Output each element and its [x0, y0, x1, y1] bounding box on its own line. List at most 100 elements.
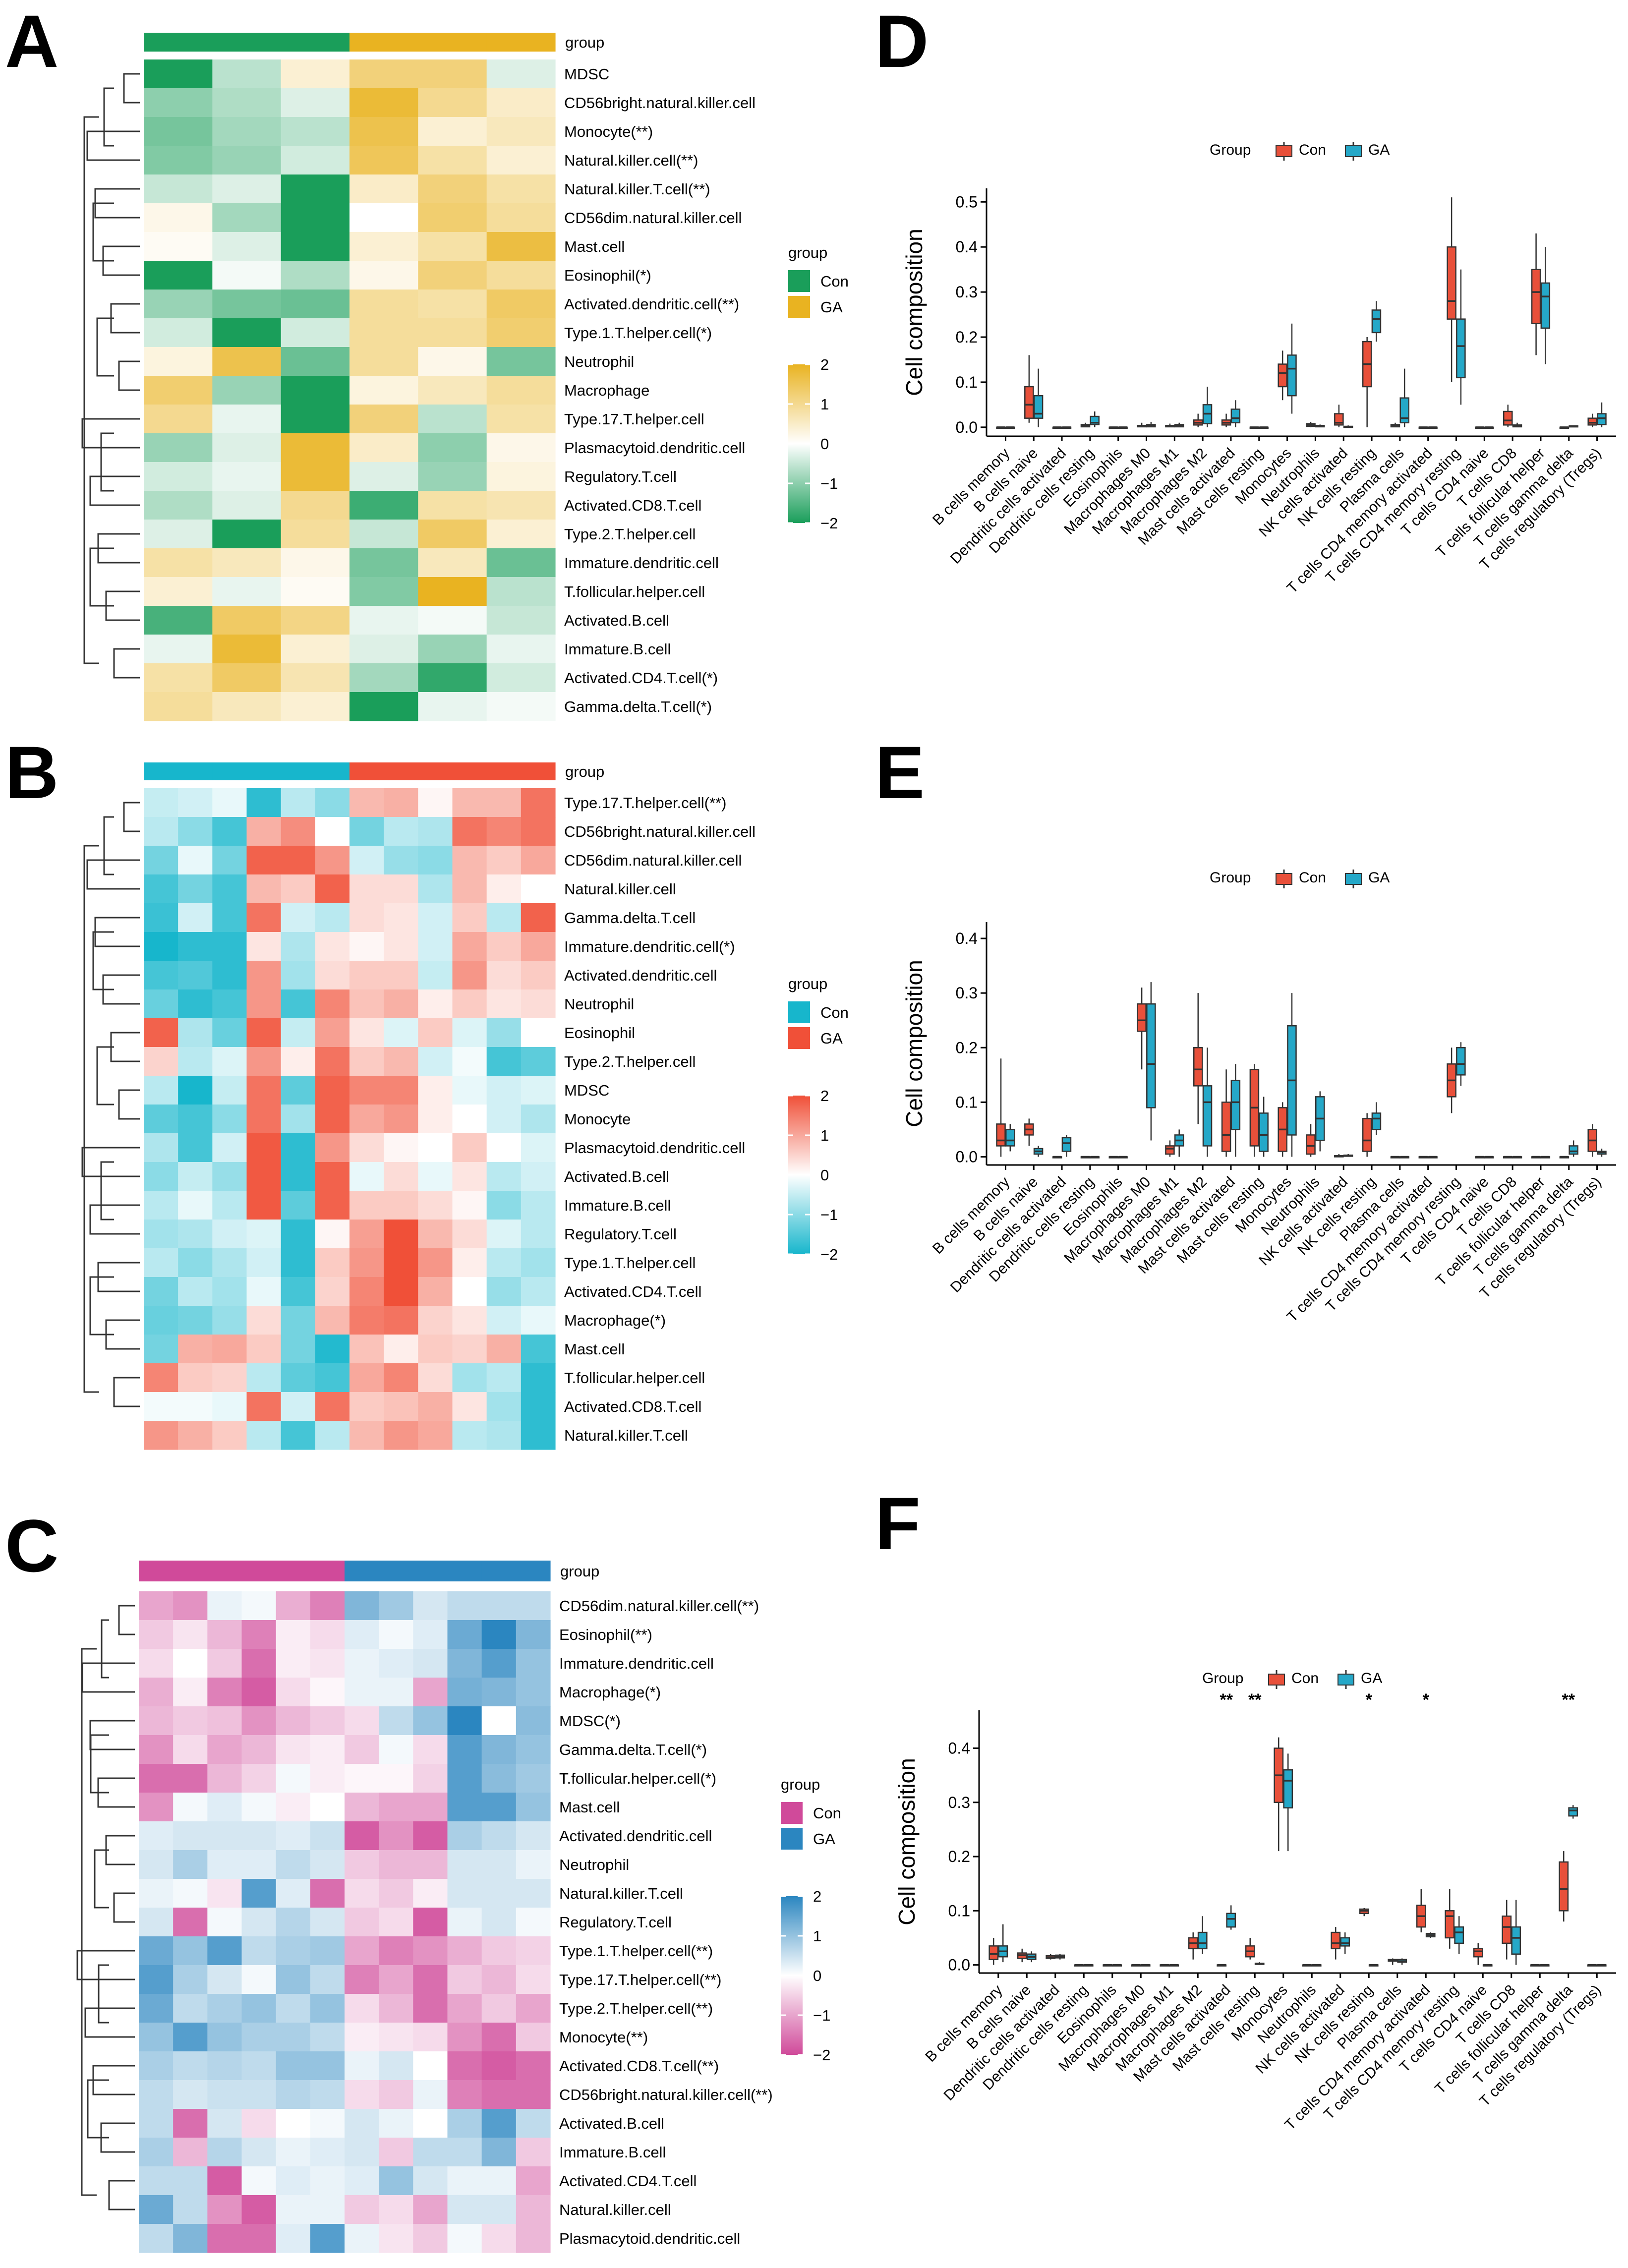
- box-con: [1362, 1113, 1372, 1157]
- heatmap-cell: [418, 1220, 453, 1249]
- colorbar-tick-label: −2: [820, 1246, 838, 1263]
- box-con: [1221, 1069, 1231, 1157]
- heatmap-cell: [384, 1018, 418, 1047]
- row-label: Immature.dendritic.cell(*): [564, 938, 735, 955]
- y-tick-label: 0.2: [956, 328, 978, 346]
- heatmap-cell: [379, 2138, 413, 2167]
- y-tick-label: 0.0: [956, 418, 978, 436]
- heatmap-cell: [144, 788, 178, 817]
- dendrogram-branch: [123, 73, 140, 104]
- box-ga: [1140, 1964, 1151, 1967]
- heatmap-cell: [144, 1162, 178, 1191]
- heatmap-cell: [486, 1191, 522, 1220]
- row-label: Macrophage(*): [564, 1312, 666, 1329]
- heatmap-cell: [315, 1018, 350, 1047]
- dendrogram-branch: [96, 1046, 114, 1105]
- box-ga: [1197, 1916, 1208, 1954]
- heatmap-cell: [345, 1821, 379, 1851]
- dendrogram-branch: [89, 1204, 140, 1235]
- row-label: Monocyte(**): [559, 2029, 648, 2046]
- row-label: Natural.killer.cell: [564, 880, 676, 898]
- heatmap-cell: [418, 1363, 453, 1393]
- heatmap-cell: [345, 2224, 379, 2253]
- heatmap-cell: [281, 174, 350, 204]
- heatmap-cell: [281, 290, 350, 319]
- legend-title: group: [788, 244, 827, 261]
- box-con: [1108, 426, 1119, 429]
- heatmap-cell: [144, 59, 213, 89]
- heatmap-cell: [521, 1162, 556, 1191]
- heatmap-cell: [379, 2195, 413, 2224]
- heatmap-cell: [212, 88, 282, 117]
- heatmap-cell: [173, 2166, 208, 2196]
- heatmap-cell: [486, 1105, 522, 1134]
- box-ga: [1118, 1156, 1128, 1159]
- box-body: [1230, 408, 1241, 423]
- heatmap-cell: [207, 1850, 242, 1879]
- group-bar-cell: [246, 762, 282, 780]
- box-body: [1445, 1910, 1455, 1939]
- box-con: [1475, 426, 1485, 429]
- heatmap-cell: [349, 1392, 384, 1421]
- heatmap-cell: [310, 2138, 345, 2167]
- heatmap-cell: [246, 1248, 282, 1278]
- heatmap-cell: [281, 1133, 316, 1163]
- heatmap-cell: [521, 874, 556, 904]
- heatmap-cell: [212, 203, 282, 233]
- dendrogram-branch: [83, 845, 99, 1393]
- box-con: [1559, 1851, 1569, 1922]
- row-label: Monocyte: [564, 1110, 631, 1128]
- heatmap-cell: [413, 2023, 448, 2052]
- row-label: Immature.B.cell: [564, 640, 671, 658]
- box-body: [1061, 1137, 1072, 1152]
- heatmap-cell: [379, 1678, 413, 1707]
- group-annotation-label: group: [565, 34, 604, 51]
- heatmap-cell: [281, 846, 316, 875]
- box-con: [1447, 1047, 1456, 1113]
- heatmap-cell: [144, 491, 213, 520]
- row-label: Natural.killer.cell(**): [564, 152, 698, 169]
- heatmap-cell: [379, 1994, 413, 2023]
- y-tick-label: 0.0: [956, 1148, 978, 1165]
- group-bar-cell: [384, 762, 418, 780]
- heatmap-cell: [481, 2051, 517, 2081]
- heatmap-cell: [413, 2138, 448, 2167]
- heatmap-cell: [281, 318, 350, 348]
- box-con: [1165, 423, 1175, 428]
- heatmap-cell: [413, 2109, 448, 2138]
- heatmap-cell: [481, 1649, 517, 1678]
- heatmap-cell: [516, 1706, 551, 1736]
- heatmap-cell: [281, 1191, 316, 1220]
- heatmap-cell: [486, 548, 556, 578]
- heatmap-cell: [281, 433, 350, 463]
- heatmap-cell: [144, 174, 213, 204]
- heatmap-cell: [310, 1936, 345, 1966]
- heatmap-cell: [246, 788, 282, 817]
- heatmap-cell: [144, 1306, 178, 1335]
- heatmap-cell: [241, 1965, 277, 1994]
- heatmap-cell: [486, 635, 556, 664]
- heatmap-cell: [349, 1363, 384, 1393]
- heatmap-cell: [276, 2051, 311, 2081]
- heatmap-cell: [349, 59, 418, 89]
- box-body: [1340, 1937, 1350, 1947]
- heatmap-cell: [246, 1162, 282, 1191]
- heatmap-cell: [281, 1335, 316, 1364]
- heatmap-cell: [384, 1306, 418, 1335]
- heatmap-cell: [452, 1047, 487, 1076]
- dendrogram-branch: [113, 1892, 135, 1923]
- heatmap-cell: [345, 1706, 379, 1736]
- group-bar-cell: [207, 1561, 242, 1581]
- heatmap-cell: [447, 1793, 482, 1822]
- row-label: Mast.cell: [564, 1340, 625, 1358]
- heatmap-cell: [144, 635, 213, 664]
- heatmap-cell: [246, 1047, 282, 1076]
- panel-letter-a: A: [5, 0, 58, 83]
- heatmap-cell: [418, 903, 453, 932]
- box-ga: [1568, 1805, 1578, 1819]
- row-label: CD56bright.natural.killer.cell: [564, 94, 756, 112]
- heatmap-cell: [310, 2051, 345, 2081]
- heatmap-cell: [349, 692, 418, 721]
- box-body: [1146, 1003, 1156, 1108]
- heatmap-cell: [481, 2224, 517, 2253]
